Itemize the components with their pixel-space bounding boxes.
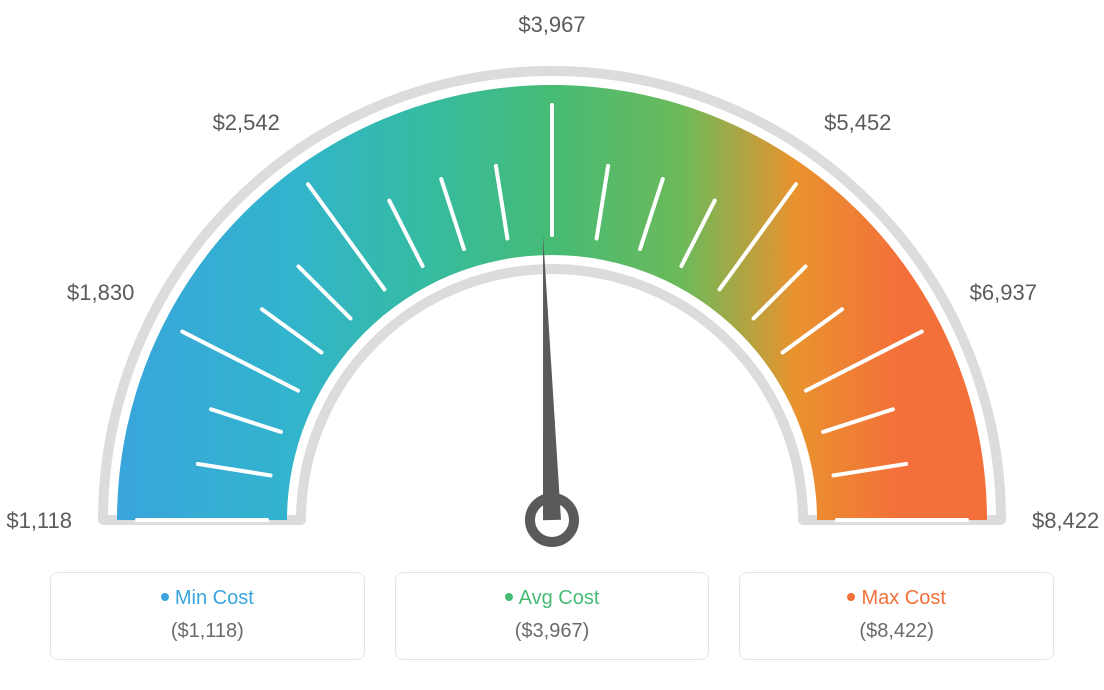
legend-avg-value: ($3,967) (406, 620, 699, 643)
gauge-tick-label: $8,422 (1032, 508, 1099, 534)
dot-icon-max (847, 593, 855, 601)
legend-card-avg: Avg Cost ($3,967) (395, 572, 710, 660)
gauge-tick-label: $1,830 (64, 280, 134, 306)
gauge-area: $1,118 $1,830 $2,542 $3,967 $5,452 $6,937 $8,4… (0, 0, 1104, 560)
legend-max-title: Max Cost (750, 587, 1043, 610)
legend-min-title: Min Cost (61, 587, 354, 610)
legend-min-value: ($1,118) (61, 620, 354, 643)
legend-min-label: Min Cost (175, 587, 254, 609)
legend-max-value: ($8,422) (750, 620, 1043, 643)
gauge-tick-label: $3,967 (517, 12, 587, 38)
legend-card-max: Max Cost ($8,422) (739, 572, 1054, 660)
gauge-tick-label: $5,452 (824, 110, 891, 136)
dot-icon-avg (505, 593, 513, 601)
gauge-svg (50, 30, 1054, 570)
legend-max-label: Max Cost (861, 587, 945, 609)
legend-avg-title: Avg Cost (406, 587, 699, 610)
legend-card-min: Min Cost ($1,118) (50, 572, 365, 660)
gauge-tick-label: $2,542 (210, 110, 280, 136)
gauge-tick-label: $1,118 (2, 508, 72, 534)
legend-avg-label: Avg Cost (519, 587, 600, 609)
gauge-chart-container: $1,118 $1,830 $2,542 $3,967 $5,452 $6,937 $8,4… (0, 0, 1104, 690)
legend-row: Min Cost ($1,118) Avg Cost ($3,967) Max … (50, 572, 1054, 660)
gauge-tick-label: $6,937 (970, 280, 1037, 306)
dot-icon-min (161, 593, 169, 601)
